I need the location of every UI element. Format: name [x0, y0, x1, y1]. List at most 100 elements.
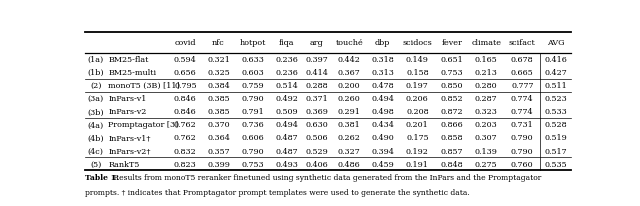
Text: 0.517: 0.517 [544, 147, 567, 155]
Text: 0.206: 0.206 [406, 95, 429, 103]
Text: 0.790: 0.790 [241, 147, 264, 155]
Text: 0.323: 0.323 [475, 108, 498, 116]
Text: 0.384: 0.384 [207, 82, 230, 90]
Text: Results from monoT5 reranker finetuned using synthetic data generated from the I: Results from monoT5 reranker finetuned u… [111, 173, 541, 181]
Text: 0.478: 0.478 [371, 82, 394, 90]
Text: 0.790: 0.790 [241, 95, 264, 103]
Text: 0.852: 0.852 [441, 95, 463, 103]
Text: 0.857: 0.857 [441, 147, 463, 155]
Text: 0.414: 0.414 [305, 69, 328, 77]
Text: 0.753: 0.753 [441, 69, 463, 77]
Text: dbp: dbp [375, 39, 390, 47]
Text: 0.191: 0.191 [406, 160, 429, 168]
Text: 0.846: 0.846 [174, 95, 196, 103]
Text: 0.535: 0.535 [544, 160, 567, 168]
Text: 0.753: 0.753 [241, 160, 264, 168]
Text: 0.498: 0.498 [371, 108, 394, 116]
Text: 0.288: 0.288 [306, 82, 328, 90]
Text: 0.791: 0.791 [241, 108, 264, 116]
Text: InPars-v1†: InPars-v1† [109, 134, 151, 142]
Text: 0.192: 0.192 [406, 147, 429, 155]
Text: BM25-flat: BM25-flat [109, 56, 149, 64]
Text: 0.327: 0.327 [338, 147, 361, 155]
Text: Promptagator [3]: Promptagator [3] [109, 121, 179, 129]
Text: 0.487: 0.487 [275, 147, 298, 155]
Text: 0.321: 0.321 [207, 56, 230, 64]
Text: 0.866: 0.866 [441, 121, 463, 129]
Text: (4b): (4b) [88, 134, 104, 142]
Text: 0.665: 0.665 [511, 69, 534, 77]
Text: 0.651: 0.651 [441, 56, 463, 64]
Text: 0.370: 0.370 [207, 121, 230, 129]
Text: 0.487: 0.487 [275, 134, 298, 142]
Text: 0.236: 0.236 [275, 69, 298, 77]
Text: InPars-v2†: InPars-v2† [109, 147, 151, 155]
Text: 0.850: 0.850 [441, 82, 463, 90]
Text: (4c): (4c) [88, 147, 104, 155]
Text: 0.416: 0.416 [544, 56, 567, 64]
Text: BM25-multi: BM25-multi [109, 69, 157, 77]
Text: 0.139: 0.139 [475, 147, 498, 155]
Text: scifact: scifact [509, 39, 536, 47]
Text: covid: covid [175, 39, 196, 47]
Text: 0.197: 0.197 [406, 82, 429, 90]
Text: 0.275: 0.275 [475, 160, 497, 168]
Text: 0.262: 0.262 [338, 134, 361, 142]
Text: 0.307: 0.307 [475, 134, 497, 142]
Text: 0.149: 0.149 [406, 56, 429, 64]
Text: scidocs: scidocs [403, 39, 432, 47]
Text: 0.594: 0.594 [174, 56, 196, 64]
Text: 0.514: 0.514 [275, 82, 298, 90]
Text: 0.872: 0.872 [441, 108, 463, 116]
Text: 0.529: 0.529 [305, 147, 328, 155]
Text: 0.213: 0.213 [475, 69, 498, 77]
Text: 0.280: 0.280 [475, 82, 497, 90]
Text: climate: climate [471, 39, 501, 47]
Text: 0.442: 0.442 [338, 56, 361, 64]
Text: (5): (5) [90, 160, 101, 168]
Text: 0.397: 0.397 [305, 56, 328, 64]
Text: 0.369: 0.369 [305, 108, 328, 116]
Text: 0.364: 0.364 [207, 134, 230, 142]
Text: 0.774: 0.774 [511, 108, 534, 116]
Text: hotpot: hotpot [239, 39, 266, 47]
Text: 0.399: 0.399 [207, 160, 230, 168]
Text: prompts. † indicates that Promptagator prompt templates were used to generate th: prompts. † indicates that Promptagator p… [85, 188, 470, 197]
Text: 0.790: 0.790 [511, 147, 534, 155]
Text: 0.434: 0.434 [371, 121, 394, 129]
Text: InPars-v1: InPars-v1 [109, 95, 147, 103]
Text: 0.236: 0.236 [275, 56, 298, 64]
Text: 0.459: 0.459 [371, 160, 394, 168]
Text: 0.325: 0.325 [207, 69, 230, 77]
Text: 0.736: 0.736 [241, 121, 264, 129]
Text: 0.357: 0.357 [207, 147, 230, 155]
Text: 0.762: 0.762 [174, 134, 196, 142]
Text: 0.760: 0.760 [511, 160, 534, 168]
Text: 0.492: 0.492 [275, 95, 298, 103]
Text: 0.494: 0.494 [275, 121, 298, 129]
Text: (2): (2) [90, 82, 102, 90]
Text: 0.774: 0.774 [511, 95, 534, 103]
Text: 0.200: 0.200 [338, 82, 360, 90]
Text: 0.633: 0.633 [241, 56, 264, 64]
Text: 0.603: 0.603 [241, 69, 264, 77]
Text: 0.260: 0.260 [338, 95, 361, 103]
Text: monoT5 (3B) [11]: monoT5 (3B) [11] [109, 82, 180, 90]
Text: 0.630: 0.630 [305, 121, 328, 129]
Text: nfc: nfc [212, 39, 225, 47]
Text: 0.823: 0.823 [174, 160, 196, 168]
Text: 0.762: 0.762 [174, 121, 196, 129]
Text: (1b): (1b) [88, 69, 104, 77]
Text: 0.367: 0.367 [338, 69, 361, 77]
Text: 0.848: 0.848 [441, 160, 463, 168]
Text: 0.509: 0.509 [275, 108, 298, 116]
Text: 0.511: 0.511 [544, 82, 567, 90]
Text: fiqa: fiqa [279, 39, 294, 47]
Text: 0.519: 0.519 [544, 134, 567, 142]
Text: fever: fever [442, 39, 463, 47]
Text: arg: arg [310, 39, 324, 47]
Text: 0.777: 0.777 [511, 82, 534, 90]
Text: 0.394: 0.394 [371, 147, 394, 155]
Text: 0.533: 0.533 [544, 108, 567, 116]
Text: 0.381: 0.381 [338, 121, 361, 129]
